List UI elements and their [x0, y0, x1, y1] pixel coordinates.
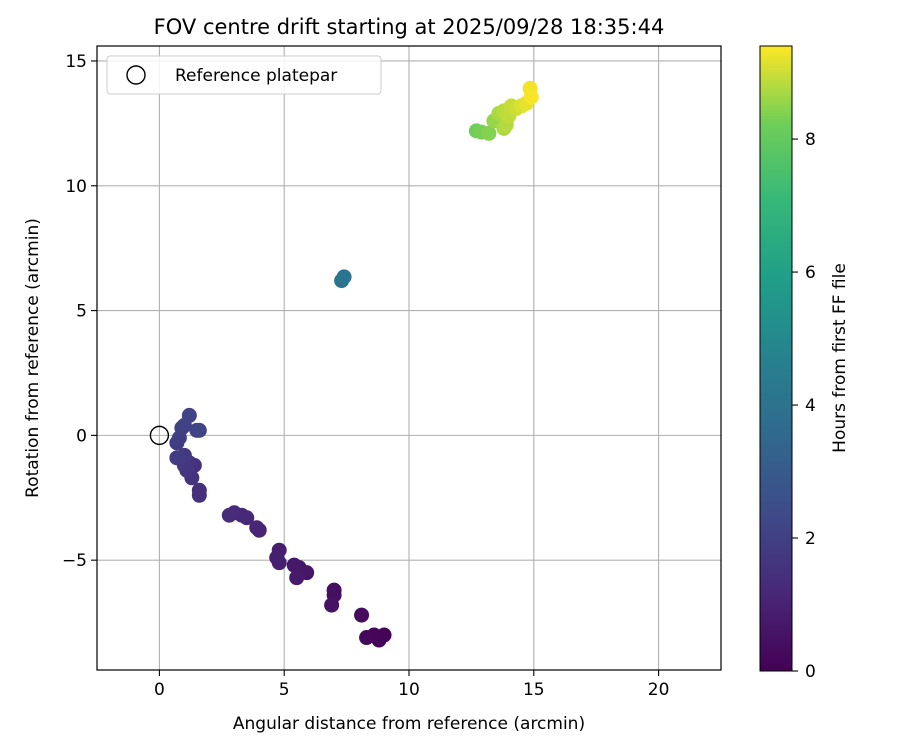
y-tick-label: 5	[76, 302, 87, 322]
data-point	[169, 450, 185, 466]
data-point	[354, 607, 370, 623]
grid	[97, 46, 721, 670]
data-point	[289, 570, 305, 586]
colorbar-tick-label: 2	[805, 529, 816, 549]
legend-entry-reference: Reference platepar	[175, 66, 337, 86]
x-tick-label: 15	[523, 680, 545, 700]
colorbar: 0 2 4 6 8 Hours from first FF file	[759, 45, 850, 682]
data-point	[324, 597, 340, 613]
colorbar-tick-label: 6	[805, 263, 816, 283]
y-tick-label: 10	[65, 177, 87, 197]
data-point	[336, 269, 352, 285]
x-tick-label: 0	[154, 680, 165, 700]
chart-title: FOV centre drift starting at 2025/09/28 …	[154, 15, 665, 39]
colorbar-tick-label: 4	[805, 396, 816, 416]
data-point	[221, 507, 237, 523]
data-point	[191, 487, 207, 503]
y-tick-label: −5	[62, 551, 87, 571]
data-point	[249, 520, 265, 536]
colorbar-tick-label: 0	[805, 662, 816, 682]
legend-marker	[126, 65, 146, 85]
data-points	[169, 80, 539, 648]
colorbar-tick-label: 8	[805, 130, 816, 150]
y-tick-label: 0	[76, 426, 87, 446]
y-axis-label: Rotation from reference (arcmin)	[23, 218, 43, 498]
x-tick-label: 20	[648, 680, 670, 700]
legend-box	[106, 55, 382, 95]
data-point	[191, 422, 207, 438]
colorbar-ticks: 0 2 4 6 8	[792, 130, 816, 682]
y-axis-ticks: −5 0 5 10 15	[62, 52, 97, 571]
data-point	[286, 557, 302, 573]
x-axis-label: Angular distance from reference (arcmin)	[233, 714, 585, 734]
data-point	[179, 462, 195, 478]
data-point	[359, 630, 375, 646]
colorbar-label: Hours from first FF file	[830, 263, 850, 453]
data-point	[481, 125, 497, 141]
legend: Reference platepar	[106, 55, 382, 95]
reference-marker	[149, 425, 170, 446]
data-point	[523, 89, 539, 105]
data-point	[271, 555, 287, 571]
x-axis-ticks: 0 5 10 15 20	[154, 670, 669, 700]
y-tick-label: 15	[65, 52, 87, 72]
x-tick-label: 10	[398, 680, 420, 700]
data-point	[181, 407, 197, 423]
colorbar-gradient	[759, 45, 793, 672]
x-tick-label: 5	[279, 680, 290, 700]
